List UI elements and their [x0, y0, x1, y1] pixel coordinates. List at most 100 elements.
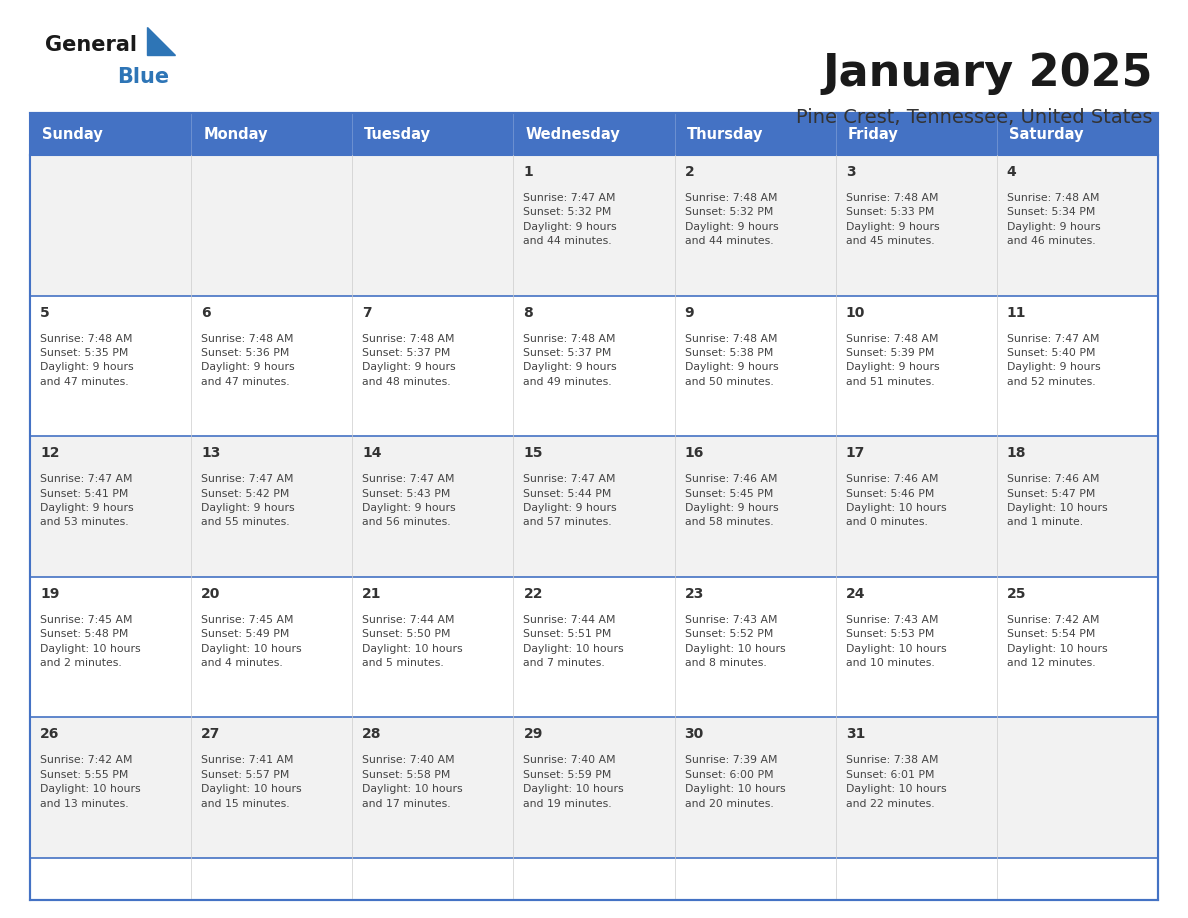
Text: 23: 23 [684, 587, 704, 600]
Bar [353, 717, 513, 858]
Bar [835, 577, 997, 717]
Bar [191, 717, 353, 858]
Text: Sunrise: 7:47 AM
Sunset: 5:32 PM
Daylight: 9 hours
and 44 minutes.: Sunrise: 7:47 AM Sunset: 5:32 PM Dayligh… [524, 193, 617, 246]
Bar [997, 436, 1158, 577]
Text: Sunrise: 7:45 AM
Sunset: 5:48 PM
Daylight: 10 hours
and 2 minutes.: Sunrise: 7:45 AM Sunset: 5:48 PM Dayligh… [40, 615, 140, 668]
Text: Sunrise: 7:48 AM
Sunset: 5:33 PM
Daylight: 9 hours
and 45 minutes.: Sunrise: 7:48 AM Sunset: 5:33 PM Dayligh… [846, 193, 940, 246]
Text: Sunrise: 7:47 AM
Sunset: 5:44 PM
Daylight: 9 hours
and 57 minutes.: Sunrise: 7:47 AM Sunset: 5:44 PM Dayligh… [524, 475, 617, 528]
Bar [835, 296, 997, 436]
Bar [30, 113, 1158, 155]
Text: Thursday: Thursday [687, 127, 763, 141]
Bar [513, 436, 675, 577]
Text: 24: 24 [846, 587, 865, 600]
Text: General: General [45, 35, 137, 55]
Text: 25: 25 [1007, 587, 1026, 600]
Text: 31: 31 [846, 727, 865, 742]
Text: Wednesday: Wednesday [525, 127, 620, 141]
Bar [513, 155, 675, 296]
Text: Saturday: Saturday [1009, 127, 1083, 141]
Bar [30, 155, 191, 296]
Text: Monday: Monday [203, 127, 267, 141]
Text: Sunday: Sunday [42, 127, 102, 141]
Bar [835, 717, 997, 858]
Bar [191, 296, 353, 436]
Text: 17: 17 [846, 446, 865, 460]
Text: 2: 2 [684, 165, 694, 179]
Bar [191, 155, 353, 296]
Text: Sunrise: 7:48 AM
Sunset: 5:37 PM
Daylight: 9 hours
and 49 minutes.: Sunrise: 7:48 AM Sunset: 5:37 PM Dayligh… [524, 333, 617, 386]
Bar [30, 113, 1158, 900]
Bar [997, 155, 1158, 296]
Text: 5: 5 [40, 306, 50, 319]
Text: Sunrise: 7:48 AM
Sunset: 5:35 PM
Daylight: 9 hours
and 47 minutes.: Sunrise: 7:48 AM Sunset: 5:35 PM Dayligh… [40, 333, 133, 386]
Bar [353, 577, 513, 717]
Text: 18: 18 [1007, 446, 1026, 460]
Text: Sunrise: 7:42 AM
Sunset: 5:54 PM
Daylight: 10 hours
and 12 minutes.: Sunrise: 7:42 AM Sunset: 5:54 PM Dayligh… [1007, 615, 1107, 668]
Text: Sunrise: 7:47 AM
Sunset: 5:41 PM
Daylight: 9 hours
and 53 minutes.: Sunrise: 7:47 AM Sunset: 5:41 PM Dayligh… [40, 475, 133, 528]
Text: 16: 16 [684, 446, 704, 460]
Bar [30, 436, 191, 577]
Bar [835, 436, 997, 577]
Text: 20: 20 [201, 587, 221, 600]
Text: Sunrise: 7:48 AM
Sunset: 5:32 PM
Daylight: 9 hours
and 44 minutes.: Sunrise: 7:48 AM Sunset: 5:32 PM Dayligh… [684, 193, 778, 246]
Bar [191, 436, 353, 577]
Text: 3: 3 [846, 165, 855, 179]
Text: Blue: Blue [116, 67, 169, 87]
Text: 26: 26 [40, 727, 59, 742]
Text: 13: 13 [201, 446, 221, 460]
Text: Sunrise: 7:47 AM
Sunset: 5:40 PM
Daylight: 9 hours
and 52 minutes.: Sunrise: 7:47 AM Sunset: 5:40 PM Dayligh… [1007, 333, 1100, 386]
Text: 19: 19 [40, 587, 59, 600]
Bar [30, 577, 191, 717]
Text: Sunrise: 7:40 AM
Sunset: 5:58 PM
Daylight: 10 hours
and 17 minutes.: Sunrise: 7:40 AM Sunset: 5:58 PM Dayligh… [362, 756, 463, 809]
Bar [353, 296, 513, 436]
Text: Sunrise: 7:44 AM
Sunset: 5:50 PM
Daylight: 10 hours
and 5 minutes.: Sunrise: 7:44 AM Sunset: 5:50 PM Dayligh… [362, 615, 463, 668]
Text: 15: 15 [524, 446, 543, 460]
Text: 28: 28 [362, 727, 381, 742]
Text: Pine Crest, Tennessee, United States: Pine Crest, Tennessee, United States [796, 108, 1154, 127]
Text: Sunrise: 7:46 AM
Sunset: 5:45 PM
Daylight: 9 hours
and 58 minutes.: Sunrise: 7:46 AM Sunset: 5:45 PM Dayligh… [684, 475, 778, 528]
Bar [191, 577, 353, 717]
Text: Sunrise: 7:48 AM
Sunset: 5:38 PM
Daylight: 9 hours
and 50 minutes.: Sunrise: 7:48 AM Sunset: 5:38 PM Dayligh… [684, 333, 778, 386]
Text: 22: 22 [524, 587, 543, 600]
Text: Sunrise: 7:43 AM
Sunset: 5:53 PM
Daylight: 10 hours
and 10 minutes.: Sunrise: 7:43 AM Sunset: 5:53 PM Dayligh… [846, 615, 947, 668]
Bar [675, 717, 835, 858]
Text: Sunrise: 7:47 AM
Sunset: 5:42 PM
Daylight: 9 hours
and 55 minutes.: Sunrise: 7:47 AM Sunset: 5:42 PM Dayligh… [201, 475, 295, 528]
Text: Sunrise: 7:48 AM
Sunset: 5:36 PM
Daylight: 9 hours
and 47 minutes.: Sunrise: 7:48 AM Sunset: 5:36 PM Dayligh… [201, 333, 295, 386]
Text: Sunrise: 7:44 AM
Sunset: 5:51 PM
Daylight: 10 hours
and 7 minutes.: Sunrise: 7:44 AM Sunset: 5:51 PM Dayligh… [524, 615, 624, 668]
Text: 27: 27 [201, 727, 221, 742]
Text: Sunrise: 7:43 AM
Sunset: 5:52 PM
Daylight: 10 hours
and 8 minutes.: Sunrise: 7:43 AM Sunset: 5:52 PM Dayligh… [684, 615, 785, 668]
Text: 9: 9 [684, 306, 694, 319]
Text: Sunrise: 7:42 AM
Sunset: 5:55 PM
Daylight: 10 hours
and 13 minutes.: Sunrise: 7:42 AM Sunset: 5:55 PM Dayligh… [40, 756, 140, 809]
Text: Tuesday: Tuesday [365, 127, 431, 141]
Bar [30, 296, 191, 436]
Bar [997, 577, 1158, 717]
Text: 6: 6 [201, 306, 210, 319]
Bar [30, 717, 191, 858]
Text: Sunrise: 7:45 AM
Sunset: 5:49 PM
Daylight: 10 hours
and 4 minutes.: Sunrise: 7:45 AM Sunset: 5:49 PM Dayligh… [201, 615, 302, 668]
Text: 8: 8 [524, 306, 533, 319]
Text: 29: 29 [524, 727, 543, 742]
Bar [675, 577, 835, 717]
Text: Sunrise: 7:39 AM
Sunset: 6:00 PM
Daylight: 10 hours
and 20 minutes.: Sunrise: 7:39 AM Sunset: 6:00 PM Dayligh… [684, 756, 785, 809]
Text: 1: 1 [524, 165, 533, 179]
Bar [997, 296, 1158, 436]
Text: Sunrise: 7:40 AM
Sunset: 5:59 PM
Daylight: 10 hours
and 19 minutes.: Sunrise: 7:40 AM Sunset: 5:59 PM Dayligh… [524, 756, 624, 809]
Bar [513, 717, 675, 858]
Text: Sunrise: 7:48 AM
Sunset: 5:37 PM
Daylight: 9 hours
and 48 minutes.: Sunrise: 7:48 AM Sunset: 5:37 PM Dayligh… [362, 333, 456, 386]
Text: Sunrise: 7:46 AM
Sunset: 5:46 PM
Daylight: 10 hours
and 0 minutes.: Sunrise: 7:46 AM Sunset: 5:46 PM Dayligh… [846, 475, 947, 528]
Text: 21: 21 [362, 587, 381, 600]
Text: Sunrise: 7:48 AM
Sunset: 5:39 PM
Daylight: 9 hours
and 51 minutes.: Sunrise: 7:48 AM Sunset: 5:39 PM Dayligh… [846, 333, 940, 386]
Text: 14: 14 [362, 446, 381, 460]
Text: 10: 10 [846, 306, 865, 319]
Bar [675, 436, 835, 577]
Bar [675, 155, 835, 296]
Text: 4: 4 [1007, 165, 1017, 179]
Text: Sunrise: 7:41 AM
Sunset: 5:57 PM
Daylight: 10 hours
and 15 minutes.: Sunrise: 7:41 AM Sunset: 5:57 PM Dayligh… [201, 756, 302, 809]
Bar [835, 155, 997, 296]
Bar [513, 577, 675, 717]
Bar [353, 155, 513, 296]
Text: 7: 7 [362, 306, 372, 319]
Text: 11: 11 [1007, 306, 1026, 319]
Text: Sunrise: 7:47 AM
Sunset: 5:43 PM
Daylight: 9 hours
and 56 minutes.: Sunrise: 7:47 AM Sunset: 5:43 PM Dayligh… [362, 475, 456, 528]
Text: Sunrise: 7:46 AM
Sunset: 5:47 PM
Daylight: 10 hours
and 1 minute.: Sunrise: 7:46 AM Sunset: 5:47 PM Dayligh… [1007, 475, 1107, 528]
